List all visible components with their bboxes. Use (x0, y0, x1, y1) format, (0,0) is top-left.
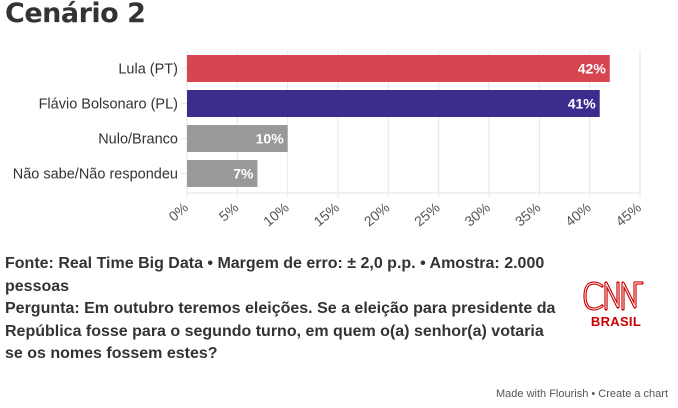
value-label: 41% (568, 96, 597, 112)
bar-chart: Lula (PT) Flávio Bolsonaro (PL) Nulo/Branc… (13, 51, 644, 229)
cnn-logo-icon (583, 281, 644, 311)
value-label: 42% (578, 61, 607, 77)
bar (187, 90, 600, 117)
x-tick-label: 20% (361, 199, 393, 229)
flourish-credit: Made with Flourish • Create a chart (496, 388, 668, 400)
question-note: Pergunta: Em outubro teremos eleições. S… (5, 300, 556, 362)
category-label: Não sabe/Não respondeu (13, 167, 178, 183)
x-tick-label: 5% (216, 199, 242, 224)
value-labels: 42% 41% 10% 7% (232, 59, 608, 183)
x-tick-label: 45% (612, 199, 644, 229)
x-tick-label: 30% (461, 199, 493, 229)
chart-footer: Fonte: Real Time Big Data • Margem de er… (5, 253, 565, 366)
bar (187, 125, 288, 152)
made-with-flourish-link[interactable]: Made with Flourish (496, 388, 589, 400)
create-chart-link[interactable]: Create a chart (598, 388, 668, 400)
credit-separator: • (588, 388, 599, 400)
source-note: Fonte: Real Time Big Data • Margem de er… (5, 255, 545, 295)
value-label: 7% (233, 166, 254, 182)
x-tick-label: 0% (165, 199, 191, 224)
cnn-brasil-logo: BRASIL (580, 280, 652, 330)
value-label: 10% (256, 131, 285, 147)
x-tick-label: 40% (562, 199, 594, 229)
chart-title: Cenário 2 (5, 0, 146, 29)
bar (187, 160, 258, 187)
category-label: Flávio Bolsonaro (PL) (39, 97, 178, 113)
x-axis-ticks: 0% 5% 10% 15% 20% 25% 30% 35% 40% 45% (165, 199, 644, 229)
x-tick-label: 25% (411, 199, 443, 229)
category-labels: Lula (PT) Flávio Bolsonaro (PL) Nulo/Branc… (13, 62, 178, 183)
x-tick-label: 10% (260, 199, 292, 229)
x-tick-label: 15% (310, 199, 342, 229)
category-label: Nulo/Branco (98, 132, 178, 148)
x-tick-label: 35% (512, 199, 544, 229)
category-label: Lula (PT) (118, 62, 178, 78)
logo-subtitle: BRASIL (590, 314, 642, 329)
bars (187, 55, 610, 187)
bar (187, 55, 610, 82)
